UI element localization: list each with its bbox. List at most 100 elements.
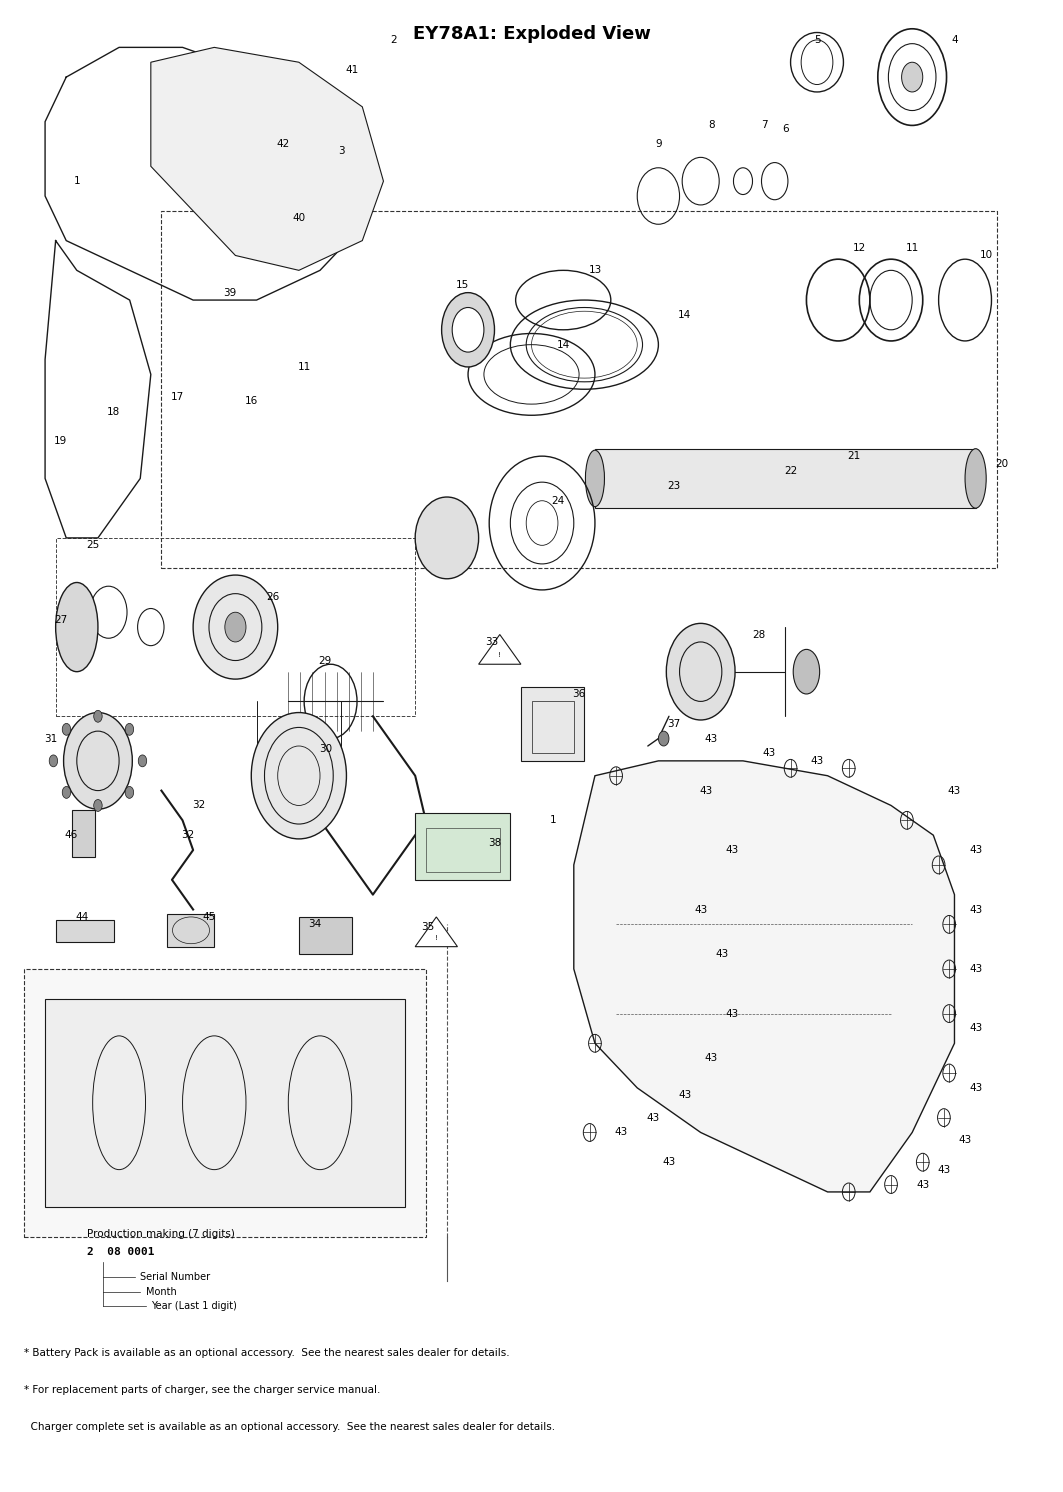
Ellipse shape <box>586 451 605 507</box>
Text: 18: 18 <box>107 406 120 416</box>
Text: !: ! <box>499 652 502 658</box>
Text: 40: 40 <box>292 213 305 224</box>
Text: 43: 43 <box>646 1113 660 1122</box>
Text: 46: 46 <box>65 830 79 840</box>
Text: 12: 12 <box>853 243 866 254</box>
Text: 25: 25 <box>86 540 99 551</box>
Text: 43: 43 <box>810 756 824 765</box>
Circle shape <box>63 786 71 798</box>
Text: 9: 9 <box>655 139 661 149</box>
Ellipse shape <box>225 612 246 642</box>
Text: 42: 42 <box>276 139 289 149</box>
Ellipse shape <box>965 449 986 509</box>
Text: 11: 11 <box>906 243 918 254</box>
Text: 35: 35 <box>421 922 435 932</box>
Ellipse shape <box>452 307 484 352</box>
Text: 6: 6 <box>782 124 789 134</box>
Text: 1: 1 <box>550 815 556 825</box>
Circle shape <box>94 800 102 812</box>
Text: 5: 5 <box>813 34 821 45</box>
Text: 11: 11 <box>298 363 310 372</box>
Bar <box>71 810 95 858</box>
Circle shape <box>658 731 669 746</box>
Ellipse shape <box>441 292 494 367</box>
Text: Production making (7 digits): Production making (7 digits) <box>87 1229 235 1238</box>
Ellipse shape <box>251 713 347 839</box>
Text: 44: 44 <box>75 912 88 922</box>
Polygon shape <box>574 761 955 1192</box>
Bar <box>45 998 405 1207</box>
Text: 43: 43 <box>726 844 739 855</box>
Ellipse shape <box>55 582 98 671</box>
Text: 43: 43 <box>705 1053 718 1064</box>
Ellipse shape <box>667 624 735 721</box>
Text: 29: 29 <box>319 656 332 667</box>
Bar <box>416 813 510 880</box>
Text: * Battery Pack is available as an optional accessory.  See the nearest sales dea: * Battery Pack is available as an option… <box>24 1347 509 1358</box>
Circle shape <box>138 755 147 767</box>
Text: 17: 17 <box>171 392 184 401</box>
Text: 7: 7 <box>761 119 767 130</box>
Text: 16: 16 <box>244 397 258 406</box>
Text: 22: 22 <box>783 466 797 476</box>
Text: Serial Number: Serial Number <box>140 1271 210 1282</box>
Text: 43: 43 <box>938 1165 950 1174</box>
Text: 43: 43 <box>662 1158 676 1167</box>
Text: 43: 43 <box>916 1180 929 1189</box>
Text: 43: 43 <box>705 734 718 743</box>
Text: 14: 14 <box>557 340 570 349</box>
Polygon shape <box>478 634 521 664</box>
Text: 43: 43 <box>694 904 707 915</box>
Bar <box>521 686 585 761</box>
Text: 2  08 0001: 2 08 0001 <box>87 1247 155 1256</box>
Text: 20: 20 <box>996 458 1009 468</box>
Text: 43: 43 <box>715 949 728 959</box>
Ellipse shape <box>416 497 478 579</box>
Bar <box>532 701 574 753</box>
Text: 1: 1 <box>73 176 80 186</box>
Bar <box>299 918 352 953</box>
Text: 39: 39 <box>223 288 237 297</box>
Circle shape <box>63 724 71 736</box>
Text: 43: 43 <box>678 1091 691 1100</box>
Text: 19: 19 <box>54 436 68 446</box>
Ellipse shape <box>793 649 820 694</box>
Text: 43: 43 <box>614 1128 628 1137</box>
Text: 36: 36 <box>573 689 586 698</box>
Text: 3: 3 <box>338 146 344 157</box>
Text: 23: 23 <box>668 480 681 491</box>
Text: Charger complete set is available as an optional accessory.  See the nearest sal: Charger complete set is available as an … <box>24 1422 555 1432</box>
Text: * For replacement parts of charger, see the charger service manual.: * For replacement parts of charger, see … <box>24 1385 381 1395</box>
FancyBboxPatch shape <box>24 968 426 1237</box>
Text: 32: 32 <box>181 830 195 840</box>
Circle shape <box>125 786 134 798</box>
Text: 43: 43 <box>969 1024 982 1034</box>
Text: Month: Month <box>146 1286 176 1297</box>
Text: 43: 43 <box>969 1083 982 1092</box>
Text: 43: 43 <box>948 786 961 795</box>
Text: 43: 43 <box>969 844 982 855</box>
Text: 8: 8 <box>708 119 714 130</box>
Text: 43: 43 <box>969 904 982 915</box>
Text: 37: 37 <box>668 719 681 728</box>
Ellipse shape <box>64 713 132 809</box>
Text: 45: 45 <box>202 912 216 922</box>
Circle shape <box>49 755 57 767</box>
Text: 43: 43 <box>763 749 776 758</box>
Ellipse shape <box>901 63 923 93</box>
Text: 4: 4 <box>951 34 958 45</box>
Text: 43: 43 <box>959 1135 972 1144</box>
Text: 34: 34 <box>308 919 321 930</box>
Text: 27: 27 <box>54 615 68 625</box>
Text: 30: 30 <box>319 745 332 753</box>
Text: 43: 43 <box>969 964 982 974</box>
Text: 43: 43 <box>699 786 712 795</box>
Text: EY78A1: Exploded View: EY78A1: Exploded View <box>412 25 651 43</box>
Text: 24: 24 <box>552 495 564 506</box>
Text: 10: 10 <box>980 251 993 261</box>
Circle shape <box>125 724 134 736</box>
Text: 38: 38 <box>488 837 501 847</box>
Text: 2: 2 <box>391 34 398 45</box>
Text: 31: 31 <box>44 734 57 743</box>
Text: 32: 32 <box>191 800 205 810</box>
